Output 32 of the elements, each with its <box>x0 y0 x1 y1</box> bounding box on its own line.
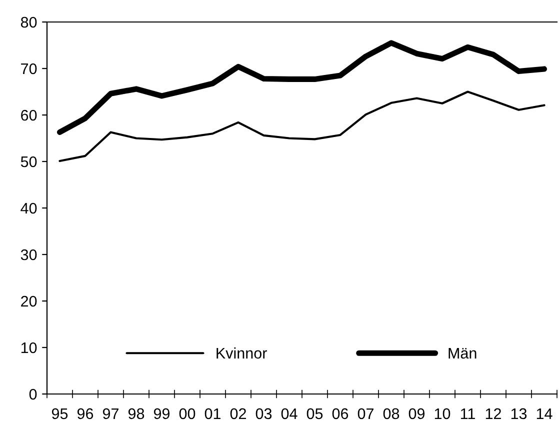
x-tick-label: 10 <box>434 408 450 420</box>
line-series <box>58 90 546 162</box>
x-tick-label: 13 <box>511 408 527 420</box>
x-tick-label: 12 <box>486 408 501 419</box>
legend-label: Kvinnor <box>216 347 267 359</box>
x-tick-label: 14 <box>536 408 552 419</box>
x-tick-label: 00 <box>179 408 196 420</box>
y-tick-label: 40 <box>20 202 37 214</box>
y-tick-label: 10 <box>21 342 37 354</box>
x-tick-label: 03 <box>256 408 272 420</box>
legend-label: Män <box>448 348 476 359</box>
y-tick-label: 50 <box>20 156 37 168</box>
x-tick-label: 98 <box>128 408 144 420</box>
x-tick-label: 99 <box>154 408 170 420</box>
x-tick-label: 06 <box>332 408 348 420</box>
x-tick-label: 97 <box>102 408 118 420</box>
x-tick-label: 09 <box>408 408 425 420</box>
x-tick-label: 96 <box>77 408 94 420</box>
x-tick-label: 05 <box>306 408 323 420</box>
y-tick-label: 60 <box>21 110 37 121</box>
x-tick-label: 07 <box>358 408 374 420</box>
y-tick-label: 20 <box>21 296 37 307</box>
x-tick-label: 04 <box>281 408 298 420</box>
x-tick-label: 95 <box>52 408 68 420</box>
x-tick-label: 08 <box>383 408 400 420</box>
x-tick-label: 02 <box>230 408 246 420</box>
y-tick-label: 0 <box>29 388 37 400</box>
x-tick-label: 11 <box>460 408 475 419</box>
y-tick-label: 70 <box>21 63 37 74</box>
x-tick-label: 01 <box>204 408 220 420</box>
y-tick-label: 80 <box>20 16 37 28</box>
y-tick-label: 30 <box>20 249 37 260</box>
